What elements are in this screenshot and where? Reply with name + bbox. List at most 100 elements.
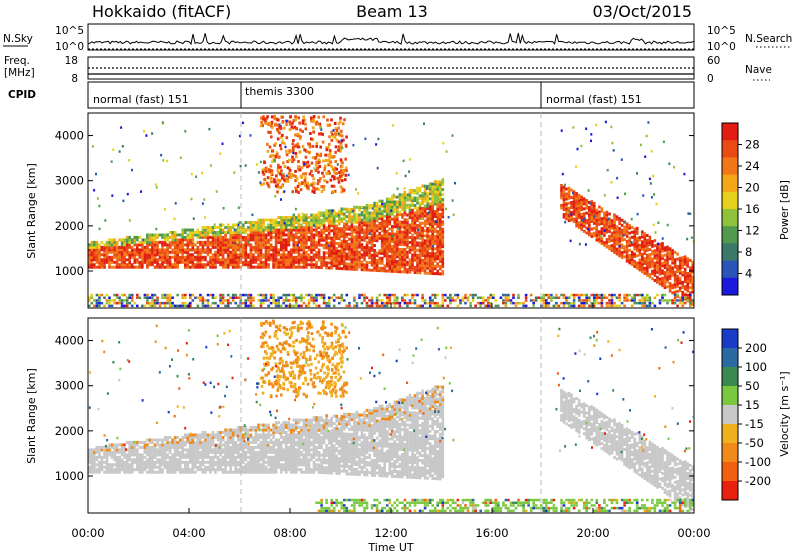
power-cell [249, 228, 253, 232]
power-cell [661, 293, 664, 297]
power-cell [689, 299, 692, 302]
velocity-cell [103, 448, 106, 452]
velocity-cell [108, 470, 111, 474]
power-cell [411, 188, 414, 192]
power-cell [391, 254, 394, 258]
power-cell [272, 180, 276, 184]
power-cell [196, 228, 200, 232]
power-cell [115, 258, 119, 262]
power-cell [273, 159, 276, 162]
power-cell [418, 211, 422, 215]
power-cell [148, 238, 152, 242]
velocity-cell [113, 458, 116, 462]
power-cell [163, 293, 167, 297]
power-cell [403, 230, 407, 234]
power-cell [292, 243, 296, 247]
power-cell [363, 265, 366, 269]
power-cell [598, 220, 601, 224]
power-cell [108, 240, 111, 244]
power-cell [146, 255, 149, 259]
power-cell [615, 304, 619, 308]
power-cell [686, 264, 689, 268]
power-cell [441, 193, 445, 197]
power-cell [454, 181, 456, 185]
power-cell [328, 142, 331, 146]
power-cell [373, 231, 376, 235]
power-cell [651, 277, 654, 281]
power-cell [252, 299, 255, 302]
power-cell [676, 267, 679, 271]
power-cell [287, 238, 291, 242]
power-cell [608, 244, 611, 248]
power-cell [646, 258, 649, 262]
power-cell [148, 253, 152, 257]
velocity-cell [115, 470, 119, 474]
power-cell [375, 296, 379, 299]
power-cell [376, 166, 379, 170]
power-cell [98, 293, 101, 297]
power-cell [423, 212, 427, 215]
power-cell [618, 239, 621, 243]
power-cell [315, 245, 318, 249]
power-cell [226, 263, 230, 267]
power-cell [300, 240, 303, 244]
power-cell [312, 299, 316, 302]
power-cell [426, 249, 429, 253]
power-cell [310, 260, 313, 264]
power-cell [252, 228, 255, 232]
power-cell [355, 218, 359, 222]
power-cell [666, 255, 669, 259]
power-cell [113, 243, 116, 247]
power-cell [294, 175, 297, 178]
power-cell [340, 234, 344, 238]
velocity-cell [88, 458, 91, 462]
power-cell [199, 233, 202, 237]
power-cell [436, 304, 439, 308]
power-cell [211, 258, 215, 262]
power-cell [615, 230, 619, 234]
power-cell [431, 232, 434, 236]
power-cell [267, 238, 270, 242]
power-cell [257, 258, 260, 262]
power-cell [439, 237, 442, 241]
power-cell [436, 272, 439, 276]
power-cell [279, 165, 282, 169]
velocity-cell [158, 470, 162, 474]
power-cell [380, 244, 384, 248]
power-cell [582, 224, 586, 228]
power-cell [393, 235, 397, 239]
power-cell [666, 267, 669, 271]
power-cell [567, 296, 571, 299]
power-cell [370, 243, 374, 247]
power-cell [115, 293, 119, 297]
power-cell [151, 238, 154, 242]
velocity-cell [128, 448, 131, 452]
velocity-cell [108, 448, 111, 452]
power-cell [204, 304, 207, 308]
power-cell [577, 304, 581, 308]
velocity-cell [113, 450, 116, 454]
power-cell [257, 265, 260, 269]
power-cell [676, 279, 679, 283]
power-cell [249, 304, 253, 308]
power-cell [585, 219, 588, 222]
power-cell [300, 293, 303, 297]
velocity-cell [105, 468, 109, 472]
power-cell [282, 175, 285, 179]
power-cell [577, 208, 581, 212]
power-cell [194, 233, 197, 237]
power-cell [110, 238, 114, 242]
power-cell [156, 245, 159, 249]
power-cell [641, 255, 644, 259]
power-cell [277, 253, 280, 257]
power-cell [189, 293, 192, 297]
power-cell [214, 265, 217, 269]
y-tick-label: 4000 [55, 129, 84, 143]
power-cell [608, 212, 611, 216]
power-cell [663, 281, 667, 284]
power-cell [298, 181, 301, 185]
velocity-cell [161, 450, 164, 454]
velocity-cell [151, 470, 154, 474]
power-cell [168, 258, 172, 262]
power-cell [166, 238, 169, 242]
